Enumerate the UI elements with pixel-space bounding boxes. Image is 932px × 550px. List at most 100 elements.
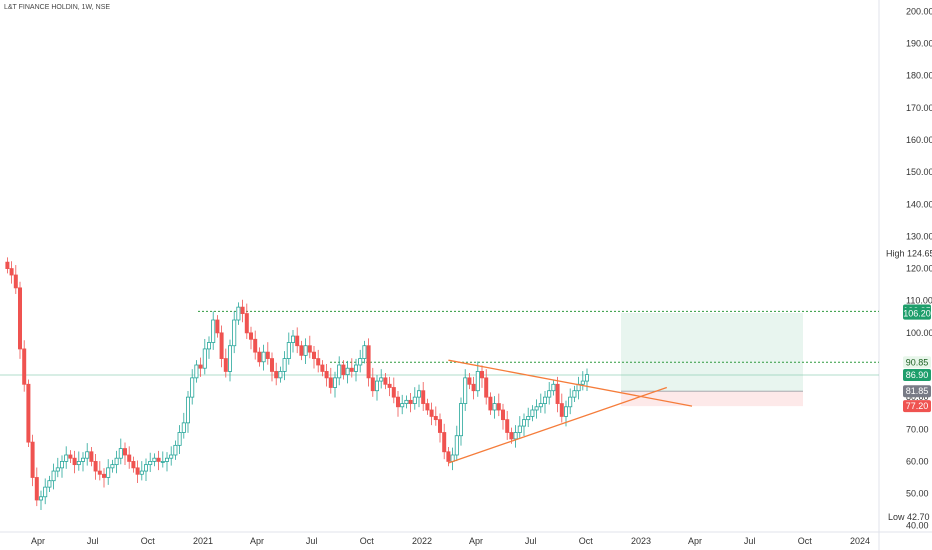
candle-body	[227, 345, 232, 372]
candle-body	[547, 390, 552, 398]
candle-body	[55, 467, 60, 472]
tag-target-lower: 106.20	[903, 309, 931, 319]
time-tick-label: Jul	[306, 536, 318, 546]
candle-body	[395, 396, 400, 408]
candle-body	[152, 457, 157, 462]
price-tick-label: 110.00	[906, 296, 932, 306]
candle-body	[253, 338, 258, 353]
time-tick-label: Oct	[141, 536, 156, 546]
candle-body	[93, 461, 98, 472]
candle-body	[391, 387, 396, 398]
candle-body	[303, 345, 308, 356]
candle-body	[517, 425, 522, 433]
candle-body	[509, 432, 514, 440]
candle-body	[244, 313, 249, 334]
candle-body	[316, 358, 321, 366]
candle-body	[484, 377, 489, 398]
candle-body	[81, 457, 86, 462]
candle-body	[160, 461, 165, 463]
candle-body	[177, 432, 182, 446]
loss-zone	[621, 391, 803, 407]
price-tick-label: 70.00	[906, 424, 929, 434]
tag-resistance-box	[903, 356, 931, 369]
candle-body	[97, 470, 102, 475]
candle-body	[89, 451, 94, 462]
candle-body	[564, 406, 569, 417]
candle-body	[358, 358, 363, 366]
candle-body	[492, 403, 497, 411]
candle-body	[299, 345, 304, 356]
candle-body	[198, 364, 203, 369]
candle-body	[458, 403, 463, 437]
candle-body	[286, 342, 291, 359]
candle-body	[181, 422, 186, 433]
candle-body	[454, 435, 459, 456]
candle-body	[374, 380, 379, 392]
time-tick-label: Oct	[798, 536, 813, 546]
time-tick-label: 2023	[631, 536, 651, 546]
candle-body	[76, 461, 81, 466]
time-tick-label: Apr	[250, 536, 264, 546]
candle-body	[51, 470, 56, 482]
candle-body	[114, 457, 119, 466]
candle-body	[421, 390, 426, 404]
candle-body	[206, 342, 211, 350]
candle-body	[404, 399, 409, 404]
candle-body	[362, 345, 367, 359]
candle-body	[543, 396, 548, 404]
candle-body	[9, 268, 14, 276]
candle-body	[17, 287, 22, 350]
candle-body	[572, 390, 577, 398]
tag-target-lower-box	[903, 307, 931, 320]
candle-body	[123, 448, 128, 456]
time-tick-label: Oct	[360, 536, 375, 546]
candle-body	[425, 403, 430, 411]
candle-body	[370, 377, 375, 392]
candle-body	[232, 319, 237, 347]
candle-body	[274, 371, 279, 379]
candle-body	[538, 403, 543, 408]
candle-body	[500, 409, 505, 421]
candle-body	[559, 403, 564, 417]
price-tick-label: 130.00	[906, 231, 932, 241]
candle-body	[513, 432, 518, 440]
candle-body	[307, 345, 312, 353]
price-tick-label: 100.00	[906, 328, 932, 338]
time-tick-label: Apr	[469, 536, 483, 546]
time-tick-label: Jul	[87, 536, 99, 546]
candle-body	[412, 396, 417, 404]
candle-body	[164, 457, 169, 462]
candle-body	[450, 454, 455, 462]
candle-body	[580, 380, 585, 385]
candle-body	[585, 374, 590, 382]
candle-body	[479, 371, 484, 379]
position-zones	[621, 312, 803, 407]
candle-body	[488, 396, 493, 411]
price-tick-label: 120.00	[906, 264, 932, 274]
candle-body	[551, 383, 556, 392]
candle-body	[341, 364, 346, 376]
candle-body	[30, 441, 35, 478]
time-tick-label: 2022	[412, 536, 432, 546]
candle-body	[324, 371, 329, 379]
candle-body	[22, 348, 27, 385]
candle-body	[320, 364, 325, 372]
time-tick-label: Apr	[31, 536, 45, 546]
trendline-ascending	[448, 386, 668, 464]
candle-body	[568, 396, 573, 408]
low-label: Low	[888, 512, 905, 522]
candle-body	[219, 332, 224, 359]
candle-body	[139, 470, 144, 475]
tag-entry-box	[903, 385, 931, 398]
time-tick-label: 2024	[850, 536, 870, 546]
candle-body	[143, 464, 148, 472]
candle-body	[282, 358, 287, 372]
price-tick-label: 200.00	[906, 6, 932, 16]
candle-body	[85, 451, 90, 459]
candle-body	[366, 345, 371, 379]
candle-body	[68, 454, 73, 459]
candle-body	[475, 371, 480, 392]
candle-body	[13, 274, 18, 289]
candle-body	[442, 432, 447, 453]
